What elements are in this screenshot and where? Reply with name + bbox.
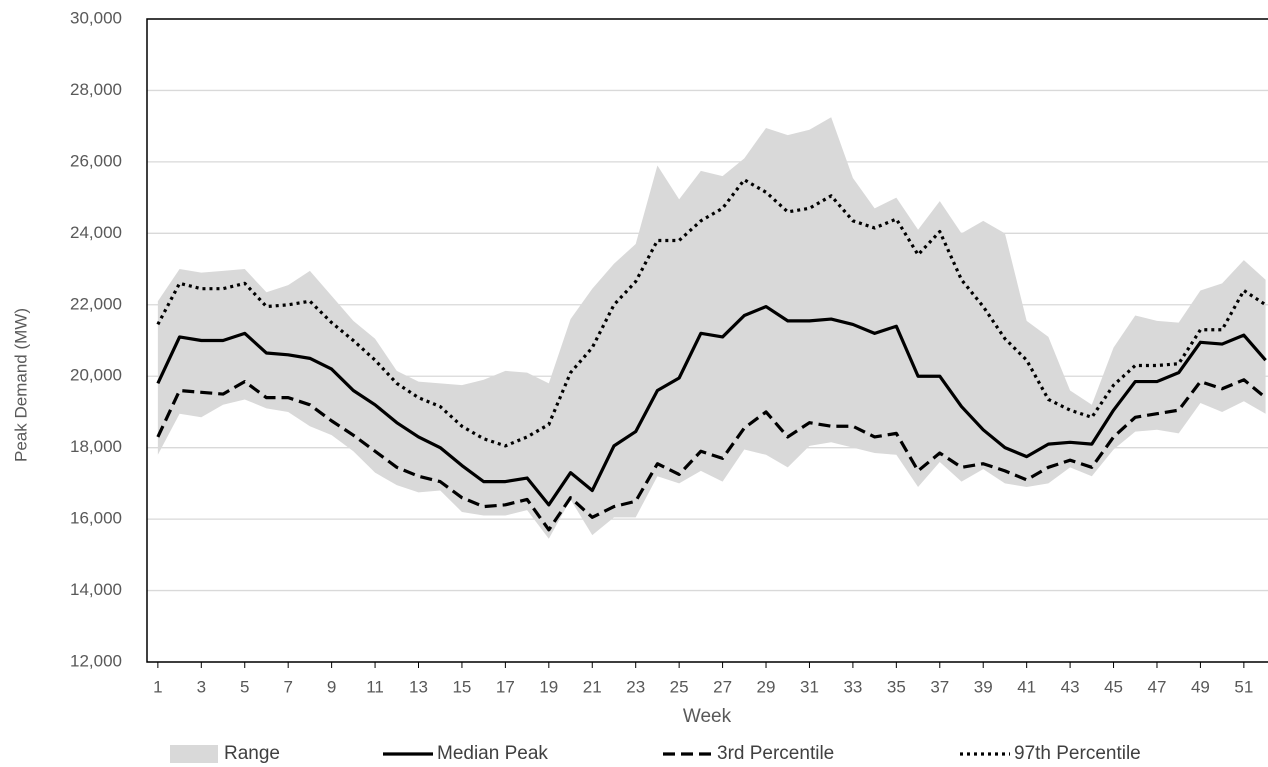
y-tick-label: 16,000 <box>70 509 122 528</box>
x-tick-label: 45 <box>1104 677 1123 696</box>
x-tick-label: 47 <box>1148 677 1167 696</box>
x-tick-label: 13 <box>409 677 428 696</box>
legend-swatch <box>170 745 218 763</box>
x-tick-label: 43 <box>1061 677 1080 696</box>
y-tick-label: 14,000 <box>70 580 122 599</box>
y-tick-label: 20,000 <box>70 366 122 385</box>
x-tick-label: 11 <box>366 677 384 696</box>
x-tick-label: 41 <box>1017 677 1036 696</box>
legend-label: Median Peak <box>437 743 548 764</box>
x-tick-label: 29 <box>757 677 776 696</box>
x-tick-label: 9 <box>327 677 336 696</box>
legend-label: 3rd Percentile <box>717 743 834 764</box>
y-tick-label: 26,000 <box>70 151 122 170</box>
x-tick-label: 31 <box>800 677 819 696</box>
x-tick-label: 23 <box>626 677 645 696</box>
x-tick-label: 35 <box>887 677 906 696</box>
y-tick-label: 12,000 <box>70 651 122 670</box>
plot-frame <box>146 18 1268 663</box>
legend-label: Range <box>224 743 280 764</box>
x-tick-label: 37 <box>930 677 949 696</box>
legend-label: 97th Percentile <box>1014 743 1141 764</box>
y-axis-title: Peak Demand (MW) <box>11 308 30 462</box>
x-tick-label: 17 <box>496 677 515 696</box>
x-tick-label: 25 <box>670 677 689 696</box>
x-tick-label: 5 <box>240 677 249 696</box>
range-area <box>157 117 1266 539</box>
x-tick-label: 19 <box>539 677 558 696</box>
y-tick-label: 18,000 <box>70 437 122 456</box>
x-axis-title: Week <box>683 706 732 727</box>
x-tick-label: 21 <box>583 677 602 696</box>
x-tick-label: 27 <box>713 677 732 696</box>
x-tick-label: 39 <box>974 677 993 696</box>
y-tick-label: 22,000 <box>70 294 122 313</box>
x-tick-label: 33 <box>843 677 862 696</box>
x-tick-label: 15 <box>452 677 471 696</box>
x-tick-label: 49 <box>1191 677 1210 696</box>
y-tick-label: 28,000 <box>70 80 122 99</box>
y-tick-label: 30,000 <box>70 8 122 27</box>
series-line <box>156 178 1267 448</box>
y-tick-label: 24,000 <box>70 223 122 242</box>
x-tick-label: 51 <box>1234 677 1253 696</box>
x-tick-label: 1 <box>153 677 162 696</box>
x-tick-label: 7 <box>283 677 292 696</box>
x-tick-label: 3 <box>197 677 206 696</box>
series-line <box>156 304 1267 507</box>
